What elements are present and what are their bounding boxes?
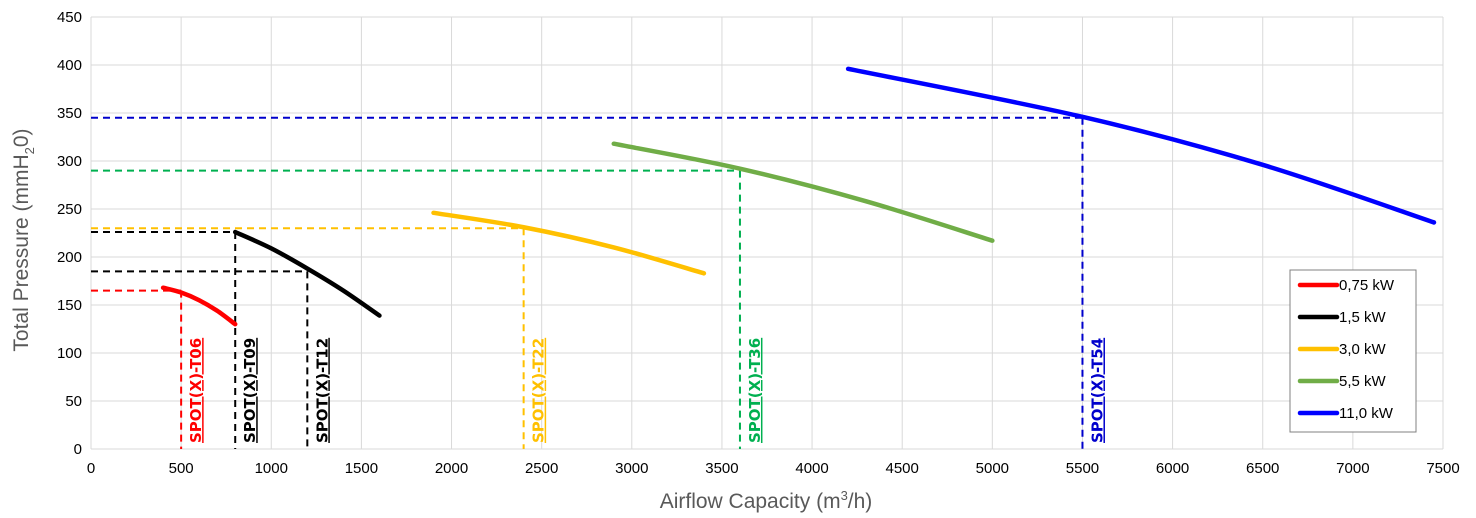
legend: 0,75 kW 1,5 kW 3,0 kW 5,5 kW 11,0 kW bbox=[1289, 269, 1417, 433]
legend-label: 1,5 kW bbox=[1339, 309, 1387, 326]
x-axis-title: Airflow Capacity (m3/h) bbox=[660, 488, 873, 513]
x-tick-label: 500 bbox=[169, 460, 194, 477]
model-label: SPOT(X)-T12 bbox=[313, 338, 331, 443]
model-label: SPOT(X)-T06 bbox=[187, 338, 205, 443]
x-tick-label: 5000 bbox=[976, 460, 1009, 477]
series-line bbox=[845, 66, 1437, 225]
y-tick-label: 400 bbox=[57, 57, 82, 74]
model-labels: SPOT(X)-T06 SPOT(X)-T09 SPOT(X)-T12 SPOT(X)… bbox=[187, 338, 1106, 443]
y-tick-label: 200 bbox=[57, 249, 82, 266]
model-label: SPOT(X)-T36 bbox=[746, 338, 764, 443]
x-tick-label: 2500 bbox=[525, 460, 558, 477]
model-label: SPOT(X)-T54 bbox=[1088, 338, 1106, 443]
x-tick-label: 5500 bbox=[1066, 460, 1099, 477]
series-line bbox=[611, 141, 995, 243]
y-tick-label: 50 bbox=[65, 393, 82, 410]
legend-label: 3,0 kW bbox=[1339, 341, 1387, 358]
y-tick-label: 450 bbox=[57, 9, 82, 26]
y-tick-label: 300 bbox=[57, 153, 82, 170]
x-tick-label: 2000 bbox=[435, 460, 468, 477]
x-tick-label: 4500 bbox=[886, 460, 919, 477]
legend-label: 0,75 kW bbox=[1339, 277, 1395, 294]
series-lines bbox=[160, 66, 1437, 327]
x-tick-label: 6500 bbox=[1246, 460, 1279, 477]
x-tick-label: 7500 bbox=[1426, 460, 1459, 477]
y-tick-label: 250 bbox=[57, 201, 82, 218]
series-line bbox=[431, 210, 707, 276]
x-tick-label: 4000 bbox=[795, 460, 828, 477]
legend-label: 5,5 kW bbox=[1339, 373, 1387, 390]
x-tick-label: 3000 bbox=[615, 460, 648, 477]
series-line bbox=[160, 285, 238, 327]
x-tick-label: 1500 bbox=[345, 460, 378, 477]
x-tick-label: 0 bbox=[87, 460, 95, 477]
model-label: SPOT(X)-T22 bbox=[530, 338, 548, 443]
x-tick-label: 1000 bbox=[255, 460, 288, 477]
guide-lines bbox=[91, 116, 1084, 449]
x-tick-labels: 0 500 1000 1500 2000 2500 3000 3500 4000 4500 5000… bbox=[87, 460, 1460, 477]
x-tick-label: 6000 bbox=[1156, 460, 1189, 477]
y-axis-title: Total Pressure (mmH20) bbox=[10, 128, 37, 351]
x-tick-label: 7000 bbox=[1336, 460, 1369, 477]
gridlines bbox=[90, 16, 1444, 450]
series-line bbox=[232, 229, 382, 318]
y-tick-label: 100 bbox=[57, 345, 82, 362]
y-tick-label: 350 bbox=[57, 105, 82, 122]
y-tick-label: 0 bbox=[74, 441, 82, 458]
y-tick-labels: 0 50 100 150 200 250 300 350 400 450 bbox=[57, 9, 82, 458]
y-tick-label: 150 bbox=[57, 297, 82, 314]
model-label: SPOT(X)-T09 bbox=[241, 338, 259, 443]
legend-label: 11,0 kW bbox=[1339, 405, 1394, 422]
x-tick-label: 3500 bbox=[705, 460, 738, 477]
